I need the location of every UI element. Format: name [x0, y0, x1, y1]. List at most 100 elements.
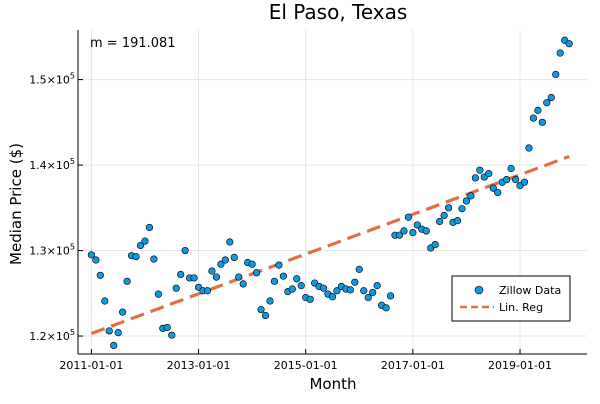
- data-point: [467, 192, 475, 200]
- data-point: [552, 70, 560, 79]
- data-point: [252, 269, 261, 277]
- data-point: [333, 287, 341, 295]
- data-point: [239, 280, 247, 288]
- data-point: [319, 284, 328, 292]
- data-point: [525, 144, 533, 152]
- data-point: [360, 287, 368, 295]
- data-point: [235, 273, 243, 281]
- data-point: [534, 106, 542, 114]
- data-point: [212, 273, 221, 281]
- data-point: [132, 252, 140, 261]
- data-point: [543, 99, 551, 107]
- data-point: [248, 260, 256, 268]
- data-point: [208, 267, 216, 275]
- data-point: [145, 223, 154, 232]
- data-point: [270, 277, 279, 285]
- data-point: [190, 274, 198, 282]
- data-point: [511, 176, 520, 184]
- data-point: [288, 285, 296, 293]
- axis-ticks: 2011-01-01 2013-01-01 2015-01-01 2017-01-01…: [29, 72, 552, 372]
- data-point: [444, 204, 453, 212]
- data-point: [168, 331, 176, 339]
- data-point: [87, 251, 95, 259]
- data-point: [485, 170, 493, 178]
- data-point: [346, 286, 354, 294]
- data-point: [110, 341, 118, 350]
- legend-label-zillow: Zillow Data: [499, 284, 561, 297]
- grid-lines: [78, 30, 587, 354]
- data-point: [177, 270, 185, 279]
- data-point: [369, 288, 377, 297]
- data-point: [119, 308, 127, 316]
- data-point: [400, 227, 408, 235]
- data-point: [364, 293, 372, 302]
- data-point: [257, 305, 265, 314]
- data-point: [529, 114, 538, 122]
- data-point: [440, 211, 448, 220]
- data-point: [297, 282, 305, 290]
- data-point: [409, 229, 417, 237]
- data-point: [507, 164, 515, 173]
- data-point: [547, 93, 555, 102]
- data-point: [279, 272, 287, 280]
- legend-box: [451, 275, 571, 322]
- data-point: [203, 287, 212, 295]
- x-axis-label: Month: [309, 375, 356, 393]
- data-point: [520, 178, 529, 186]
- data-point: [92, 256, 100, 264]
- legend: Zillow Data Lin. Reg: [451, 275, 571, 322]
- data-point: [436, 217, 444, 226]
- data-point: [96, 271, 104, 279]
- data-point: [114, 329, 122, 337]
- data-point: [489, 184, 497, 192]
- regression-line: [90, 155, 570, 335]
- data-point: [105, 327, 113, 335]
- data-point: [101, 297, 109, 305]
- data-point: [141, 237, 149, 245]
- data-point: [538, 118, 546, 126]
- data-point: [404, 213, 413, 221]
- data-point: [293, 275, 301, 283]
- data-point: [556, 49, 564, 57]
- y-tick-label: 1.4×105: [29, 157, 75, 172]
- y-tick-label: 1.3×105: [29, 243, 75, 258]
- data-point: [386, 292, 395, 300]
- data-point: [306, 295, 314, 303]
- data-point: [136, 241, 145, 250]
- data-point: [163, 323, 171, 332]
- data-point: [266, 297, 274, 305]
- data-point: [458, 205, 466, 213]
- data-point: [503, 176, 511, 184]
- data-point: [172, 284, 180, 292]
- data-point: [217, 260, 225, 268]
- plot-frame: [77, 30, 587, 355]
- data-point: [355, 265, 363, 273]
- data-point: [181, 246, 189, 255]
- data-point: [275, 261, 283, 269]
- x-tick-label: 2017-01-01: [381, 359, 445, 372]
- y-tick-label: 1.2×105: [29, 328, 75, 343]
- chart-title: El Paso, Texas: [269, 0, 408, 24]
- data-point: [230, 253, 238, 261]
- data-point: [462, 197, 471, 205]
- data-point: [150, 255, 158, 263]
- data-point: [494, 188, 502, 197]
- slope-annotation: m = 191.081: [90, 36, 176, 51]
- data-point: [154, 290, 162, 298]
- data-point: [431, 240, 439, 249]
- x-tick-label: 2013-01-01: [167, 359, 231, 372]
- data-point: [261, 311, 270, 320]
- x-tick-label: 2015-01-01: [274, 359, 338, 372]
- legend-marker-zillow: [474, 285, 484, 295]
- data-point: [422, 227, 430, 235]
- data-point: [226, 238, 234, 246]
- x-tick-label: 2019-01-01: [488, 359, 552, 372]
- data-point: [351, 278, 359, 286]
- data-point: [328, 293, 337, 301]
- data-point: [373, 282, 381, 290]
- y-tick-label: 1.5×105: [29, 72, 75, 87]
- data-point: [471, 174, 479, 182]
- legend-label-regression: Lin. Reg: [499, 301, 543, 314]
